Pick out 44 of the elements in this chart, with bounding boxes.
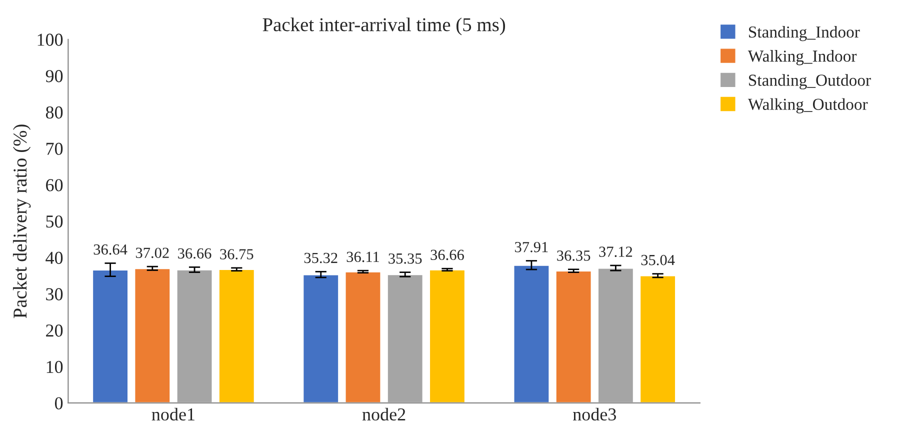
- x-tick-label: node3: [572, 408, 616, 421]
- y-tick-label: 40: [46, 252, 63, 264]
- bar: [428, 268, 466, 403]
- data-label: 35.35: [388, 253, 422, 264]
- legend-label: Standing_Outdoor: [749, 74, 871, 90]
- bar: [134, 268, 172, 403]
- data-label: 35.32: [304, 252, 338, 264]
- bar: [176, 268, 214, 403]
- y-tick-label: 60: [46, 179, 63, 192]
- y-tick-label: 0: [54, 397, 63, 410]
- x-tick-label: node2: [362, 408, 406, 421]
- chart-title: Packet inter-arrival time (5 ms): [262, 18, 506, 36]
- y-tick-label: 80: [46, 106, 63, 119]
- y-tick-label: 100: [38, 34, 63, 46]
- y-axis-title: Packet delivery ratio (%): [12, 124, 31, 318]
- y-tick-label: 10: [46, 360, 63, 374]
- legend-label: Walking_Indoor: [748, 50, 857, 66]
- y-tick-label: 50: [46, 215, 63, 228]
- x-tick-label: node1: [152, 408, 194, 421]
- bar: [597, 267, 634, 403]
- bar: [386, 274, 424, 403]
- bar: [302, 274, 340, 403]
- bar: [554, 270, 592, 403]
- legend-label: Walking_Outdoor: [748, 98, 868, 114]
- y-tick-label: 20: [46, 324, 63, 337]
- data-label: 37.12: [599, 246, 632, 257]
- bar: [92, 269, 129, 403]
- data-label: 36.66: [430, 250, 464, 260]
- bar: [639, 274, 676, 403]
- data-label: 36.66: [178, 248, 212, 259]
- data-label: 36.75: [220, 249, 254, 260]
- data-label: 37.02: [136, 248, 169, 258]
- y-tick-label: 70: [46, 142, 63, 155]
- bar: [344, 270, 382, 403]
- data-label: 36.64: [94, 244, 128, 255]
- bar: [512, 264, 550, 403]
- y-tick-label: 30: [46, 288, 63, 300]
- bar: [218, 268, 256, 403]
- legend-label: Standing_Indoor: [749, 26, 860, 42]
- data-label: 35.04: [641, 254, 675, 266]
- data-label: 37.91: [515, 242, 548, 252]
- data-label: 36.11: [346, 252, 379, 262]
- data-label: 36.35: [557, 250, 590, 261]
- y-tick-label: 90: [46, 70, 63, 82]
